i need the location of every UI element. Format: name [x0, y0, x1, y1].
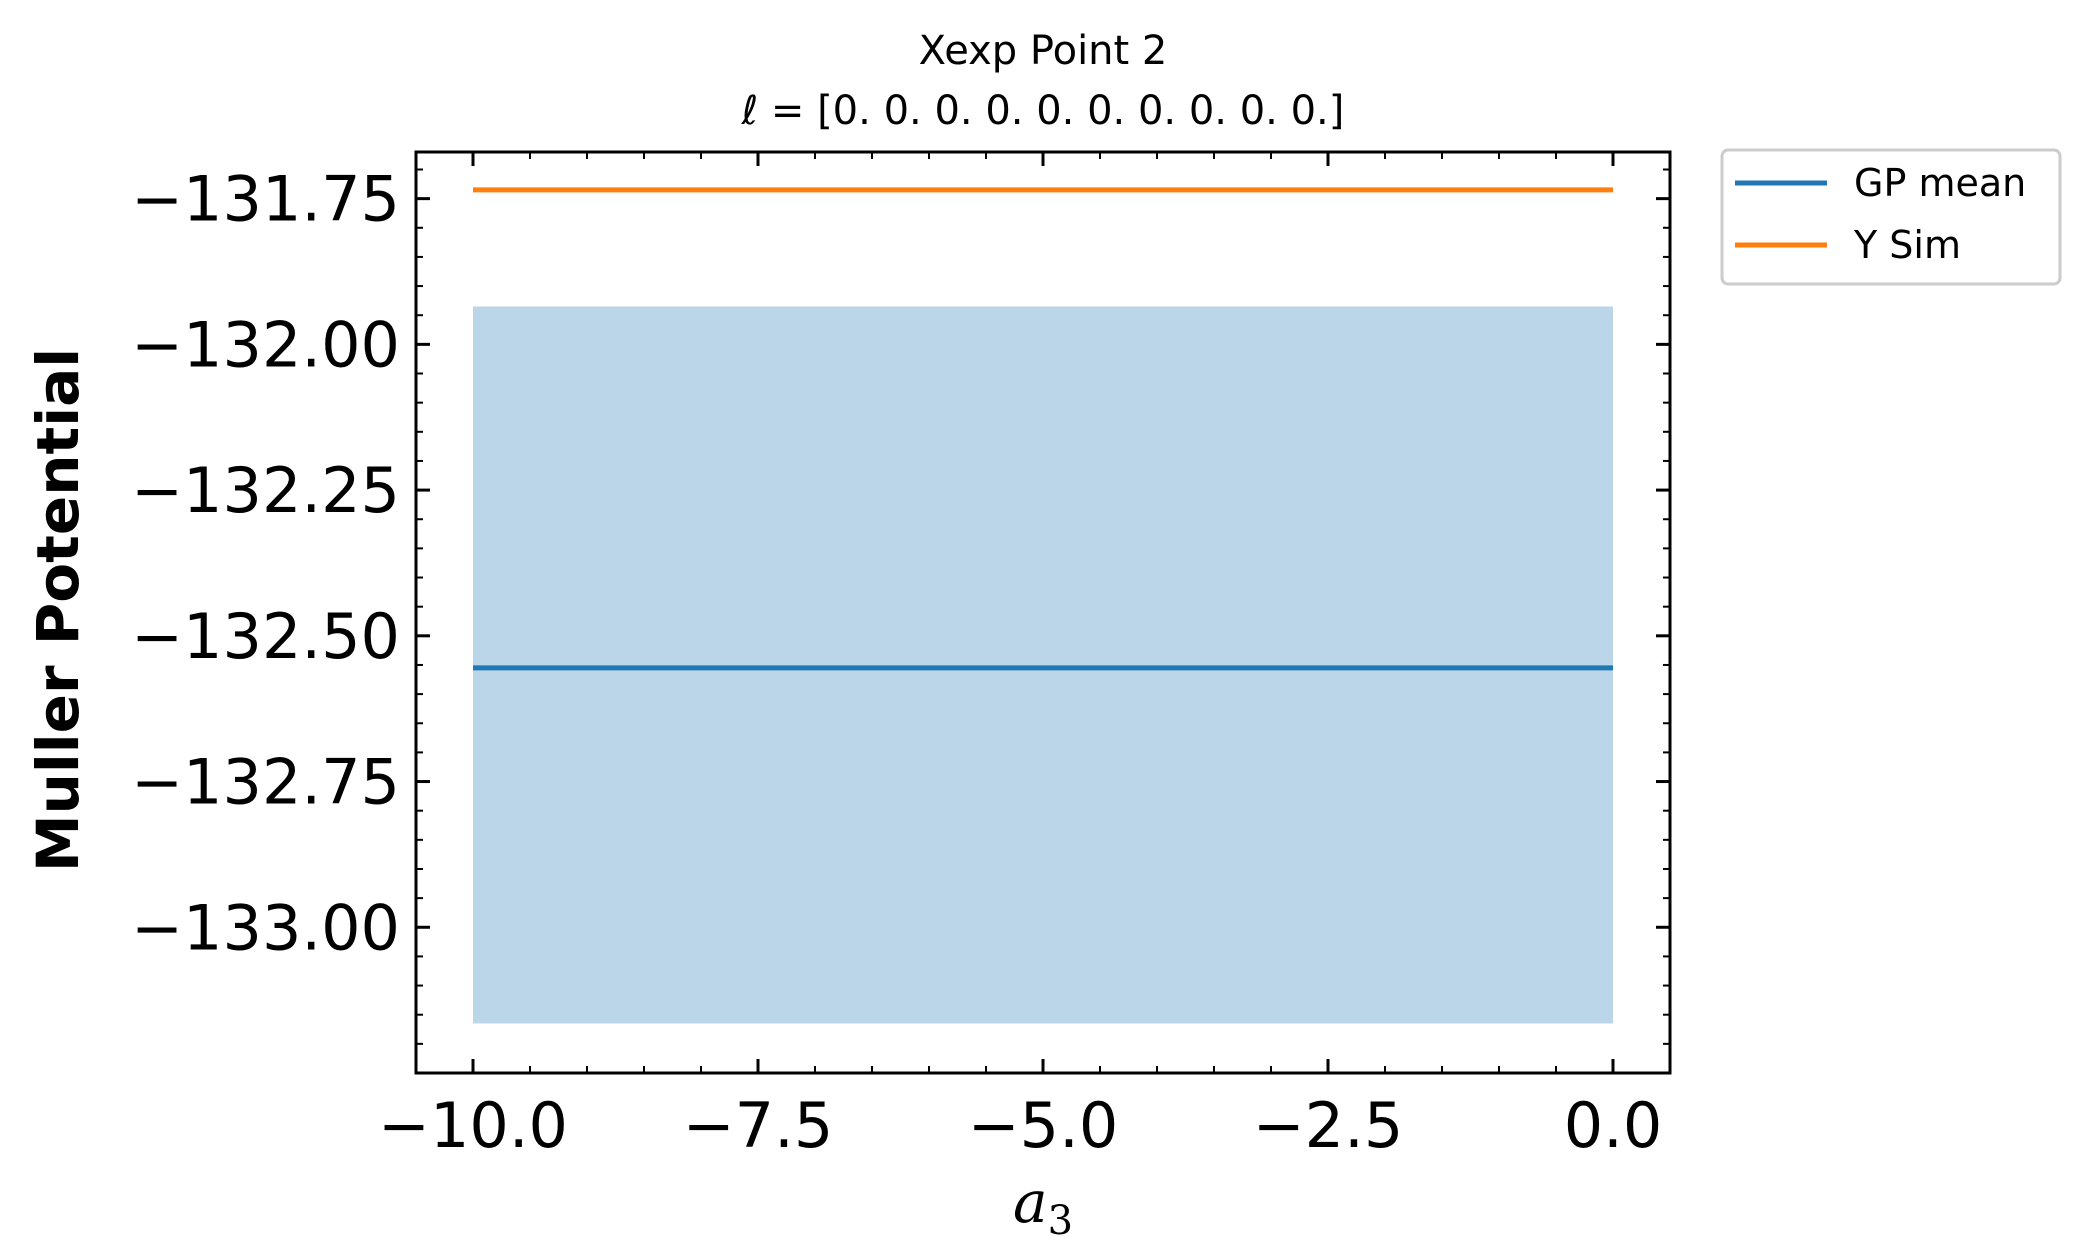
y-axis-label: Muller Potential: [24, 348, 92, 872]
legend-label-gp-mean: GP mean: [1854, 161, 2026, 205]
x-tick-label: −2.5: [1253, 1089, 1404, 1162]
y-tick-label: −131.75: [131, 163, 400, 236]
x-tick-label: −10.0: [378, 1089, 568, 1162]
chart-subtitle: ℓ = [0. 0. 0. 0. 0. 0. 0. 0. 0. 0.]: [741, 88, 1345, 134]
plot-area: −10.0 −7.5 −5.0 −2.5 0.0 −131.75 −132.00 −132.2…: [131, 150, 1672, 1162]
x-tick-label: 0.0: [1564, 1089, 1663, 1162]
legend-label-y-sim: Y Sim: [1853, 223, 1961, 267]
x-axis-label-main: a: [1013, 1168, 1048, 1236]
chart-title: Xexp Point 2: [919, 28, 1168, 74]
y-tick-label: −132.50: [131, 600, 400, 673]
axes-frame: [414, 150, 1672, 1075]
x-axis-label-subscript: 3: [1048, 1198, 1073, 1244]
legend: GP mean Y Sim: [1720, 148, 2062, 286]
y-tick-label: −133.00: [131, 891, 400, 964]
y-tick-label: −132.25: [131, 454, 400, 527]
x-tick-label: −7.5: [683, 1089, 834, 1162]
x-axis-label: a3: [1013, 1168, 1073, 1244]
confidence-band: [473, 306, 1613, 1024]
y-tick-label: −132.00: [131, 308, 400, 381]
y-tick-label: −132.75: [131, 746, 400, 819]
x-tick-label: −5.0: [968, 1089, 1119, 1162]
